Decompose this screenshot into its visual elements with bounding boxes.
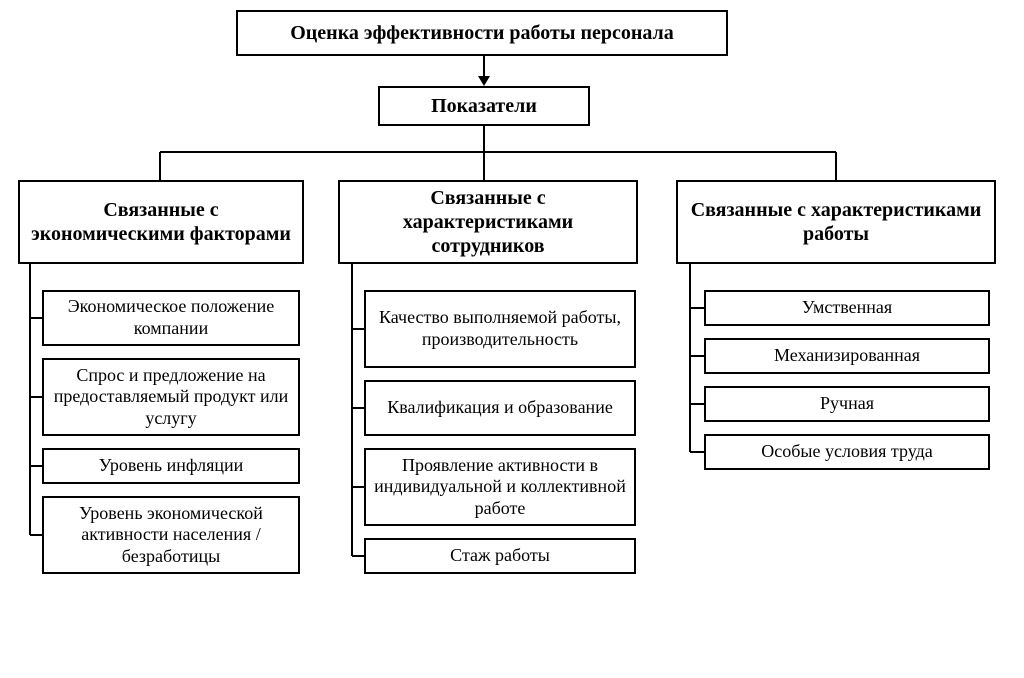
branch-1-item-2-label: Проявление активности в индивидуальной и… <box>372 455 628 520</box>
branch-2-item-2-label: Ручная <box>820 393 874 415</box>
branch-2-header: Связанные с характеристиками работы <box>676 180 996 264</box>
branch-0-item-0: Экономическое положение компании <box>42 290 300 346</box>
branch-1-item-0-label: Качество выполняемой работы, производите… <box>372 307 628 350</box>
branch-0-item-2-label: Уровень инфляции <box>99 455 244 477</box>
branch-1-item-3-label: Стаж работы <box>450 545 550 567</box>
branch-2-item-3: Особые условия труда <box>704 434 990 470</box>
branch-1-header: Связанные с характеристиками сотрудников <box>338 180 638 264</box>
branch-2-item-3-label: Особые условия труда <box>761 441 932 463</box>
branch-2-item-2: Ручная <box>704 386 990 422</box>
branch-2-header-label: Связанные с характеристиками работы <box>684 198 988 246</box>
branch-0-item-2: Уровень инфляции <box>42 448 300 484</box>
branch-1-item-1: Квалификация и образование <box>364 380 636 436</box>
branch-2-item-0-label: Умственная <box>802 297 892 319</box>
branch-0-item-1: Спрос и предложение на предоставляемый п… <box>42 358 300 436</box>
branch-1-item-0: Качество выполняемой работы, производите… <box>364 290 636 368</box>
branch-2-item-1: Механизированная <box>704 338 990 374</box>
branch-1-item-3: Стаж работы <box>364 538 636 574</box>
branch-0-item-0-label: Экономическое положение компании <box>50 296 292 339</box>
root-node-label: Оценка эффективности работы персонала <box>290 21 674 45</box>
root-node: Оценка эффективности работы персонала <box>236 10 728 56</box>
branch-1-item-1-label: Квалификация и образование <box>387 397 613 419</box>
branch-2-item-1-label: Механизированная <box>774 345 920 367</box>
branch-0-item-1-label: Спрос и предложение на предоставляемый п… <box>50 365 292 430</box>
branch-1-item-2: Проявление активности в индивидуальной и… <box>364 448 636 526</box>
level1-node: Показатели <box>378 86 590 126</box>
level1-node-label: Показатели <box>431 94 537 118</box>
branch-0-item-3-label: Уровень экономической активности населен… <box>50 503 292 568</box>
branch-2-item-0: Умственная <box>704 290 990 326</box>
branch-0-header: Связанные с экономическими факторами <box>18 180 304 264</box>
branch-1-header-label: Связанные с характеристиками сотрудников <box>346 186 630 258</box>
branch-0-item-3: Уровень экономической активности населен… <box>42 496 300 574</box>
branch-0-header-label: Связанные с экономическими факторами <box>26 198 296 246</box>
